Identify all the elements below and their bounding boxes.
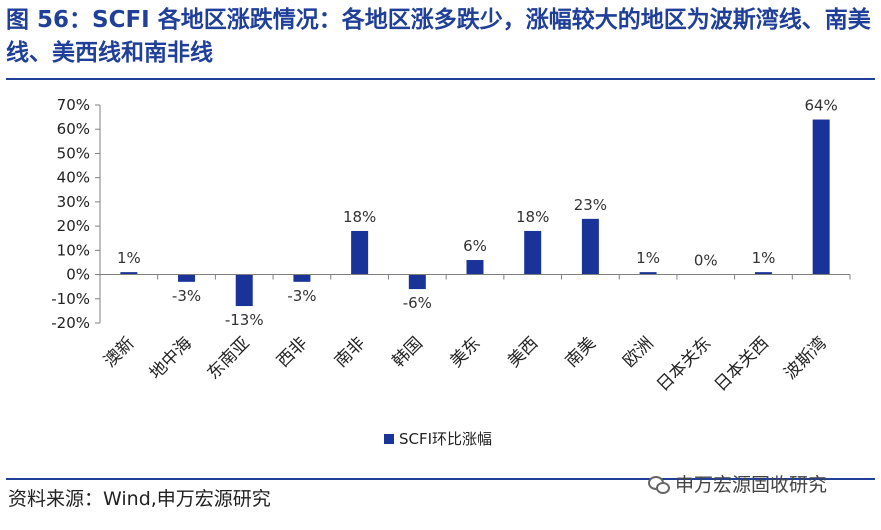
y-tick-label: -10% <box>51 290 90 308</box>
bar-series: 1% -3% -13% -3% 18% -6% 6% 18% 23% 1% 0% 1% 64% <box>117 97 838 330</box>
data-label: 6% <box>463 237 487 255</box>
data-label: -13% <box>225 311 264 329</box>
data-label: 18% <box>343 208 376 226</box>
x-tick-label: 地中海 <box>146 333 196 383</box>
chart-title-text: 图 56：SCFI 各地区涨跌情况：各地区涨多跌少，涨幅较大的地区为波斯湾线、南… <box>6 7 871 66</box>
data-label: 1% <box>117 249 141 267</box>
data-label: -6% <box>403 294 432 312</box>
source-note: 资料来源：Wind,申万宏源研究 <box>8 488 271 510</box>
x-tick-label: 美东 <box>446 333 484 371</box>
x-tick-label: 日本关东 <box>653 333 715 395</box>
y-tick-label: -20% <box>51 314 90 332</box>
legend: SCFI环比涨幅 <box>384 430 492 448</box>
legend-label: SCFI环比涨幅 <box>399 430 492 448</box>
watermark: 申万宏源固收研究 <box>648 470 827 497</box>
y-tick-label: 60% <box>57 120 90 138</box>
y-tick-label: 0% <box>66 266 90 284</box>
bar <box>466 260 484 275</box>
data-label: 64% <box>804 97 837 115</box>
watermark-text: 申万宏源固收研究 <box>675 474 828 496</box>
x-tick-label: 南非 <box>331 333 369 371</box>
chart-title: 图 56：SCFI 各地区涨跌情况：各地区涨多跌少，涨幅较大的地区为波斯湾线、南… <box>6 4 874 70</box>
bar-chart: 70% 60% 50% 40% 30% 20% 10% 0% -10% -20% 1% -3% -13… <box>51 96 851 448</box>
title-divider <box>6 78 875 80</box>
bar <box>524 230 542 275</box>
bar <box>351 230 369 275</box>
footer-divider <box>6 478 875 480</box>
bar <box>178 274 196 282</box>
data-label: 18% <box>516 208 549 226</box>
bar <box>639 272 657 275</box>
data-label: -3% <box>287 287 316 305</box>
y-tick-label: 20% <box>57 217 90 235</box>
y-tick-label: 10% <box>57 241 90 259</box>
data-label: 1% <box>636 249 660 267</box>
x-tick-label: 欧洲 <box>619 333 657 371</box>
data-label: 23% <box>574 196 607 214</box>
bar <box>754 272 772 275</box>
y-tick-label: 70% <box>57 96 90 114</box>
bar <box>235 274 253 307</box>
x-tick-label: 日本关西 <box>711 333 773 395</box>
y-tick-label: 40% <box>57 169 90 187</box>
bar <box>120 272 138 275</box>
x-tick-label: 西非 <box>273 333 311 371</box>
x-tick-label: 美西 <box>504 333 542 371</box>
bar <box>581 218 599 275</box>
x-tick-label: 波斯湾 <box>780 333 830 383</box>
y-tick-label: 50% <box>57 144 90 162</box>
bar <box>408 274 426 290</box>
x-tick-label: 韩国 <box>389 333 427 371</box>
x-tick-label: 澳新 <box>100 333 138 371</box>
data-label: 1% <box>752 249 776 267</box>
x-tick-label: 东南亚 <box>204 333 254 383</box>
data-label: 0% <box>694 252 718 270</box>
wechat-icon <box>648 474 670 494</box>
y-tick-label: 30% <box>57 193 90 211</box>
bar <box>293 274 311 282</box>
y-axis: 70% 60% 50% 40% 30% 20% 10% 0% -10% -20% <box>51 96 101 332</box>
data-label: -3% <box>172 287 201 305</box>
legend-swatch <box>384 434 394 444</box>
x-tick-label: 南美 <box>562 333 600 371</box>
bar <box>812 119 830 275</box>
